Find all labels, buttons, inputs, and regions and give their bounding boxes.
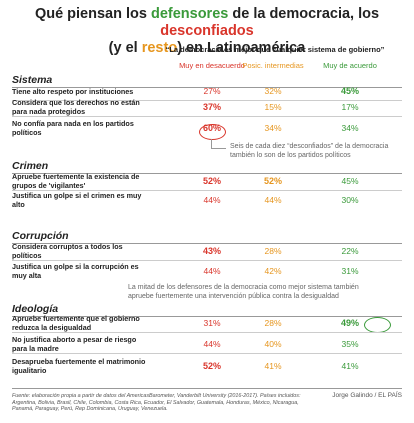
divider bbox=[12, 100, 402, 101]
value-cell: 44% bbox=[203, 195, 221, 205]
value-cell: 17% bbox=[341, 102, 359, 112]
value-cell: 45% bbox=[340, 86, 359, 96]
section-heading: Crimen bbox=[12, 160, 49, 172]
section-heading: Ideología bbox=[12, 303, 59, 315]
row-label: No confía para nada en los partidos polí… bbox=[12, 119, 134, 137]
value-cell: 42% bbox=[264, 266, 282, 276]
value-cell: 37% bbox=[202, 102, 221, 112]
row-label: Justifica un golpe si el crimen es muy a… bbox=[12, 191, 142, 209]
value-cell: 44% bbox=[203, 266, 221, 276]
value-cell: 31% bbox=[203, 318, 221, 328]
title-part: defensores bbox=[150, 6, 229, 22]
title-part: de la democracia, los bbox=[228, 6, 380, 22]
divider bbox=[12, 388, 402, 389]
value-cell: 31% bbox=[341, 266, 359, 276]
value-cell: 52% bbox=[202, 361, 221, 371]
title-part: ) en Latinoamérica bbox=[177, 40, 306, 56]
value-cell: 49% bbox=[340, 318, 359, 328]
row-label: Justifica un golpe si la corrupción es m… bbox=[12, 262, 139, 280]
divider bbox=[12, 190, 402, 191]
value-cell: 43% bbox=[202, 246, 221, 256]
row-label: Considera que los derechos no están para… bbox=[12, 98, 140, 116]
section-heading: Corrupción bbox=[12, 230, 69, 242]
value-cell: 30% bbox=[341, 195, 359, 205]
value-cell: 44% bbox=[203, 339, 221, 349]
divider bbox=[12, 353, 402, 354]
value-cell: 35% bbox=[341, 339, 359, 349]
column-header: Muy de acuerdo bbox=[323, 61, 377, 70]
connector bbox=[211, 139, 212, 148]
value-cell: 28% bbox=[264, 318, 282, 328]
annotation: La mitad de los defensores de la democra… bbox=[128, 284, 359, 300]
value-cell: 15% bbox=[264, 102, 282, 112]
value-cell: 34% bbox=[341, 123, 359, 133]
credit: Jorge Galindo / EL PAÍS bbox=[332, 392, 402, 399]
value-cell: 34% bbox=[264, 123, 282, 133]
title: Qué piensan los defensores de la democra… bbox=[10, 6, 404, 57]
row-label: Apruebe fuertemente la existencia de gru… bbox=[12, 172, 140, 190]
value-cell: 22% bbox=[341, 246, 359, 256]
row-label: Desaprueba fuertemente el matrimonio igu… bbox=[12, 357, 146, 375]
divider bbox=[12, 173, 402, 174]
source-note: Fuente: elaboración propia a partir de d… bbox=[12, 393, 301, 413]
column-header: Muy en desacuerdo bbox=[179, 61, 245, 70]
title-part: desconfiados bbox=[160, 23, 254, 39]
value-cell: 52% bbox=[202, 176, 221, 186]
annotation: Seis de cada diez “desconfiados” de la d… bbox=[230, 143, 389, 159]
divider bbox=[12, 243, 402, 244]
value-cell: 52% bbox=[263, 176, 282, 186]
value-cell: 41% bbox=[341, 361, 359, 371]
value-cell: 45% bbox=[341, 176, 359, 186]
connector bbox=[211, 148, 226, 149]
title-part: (y el bbox=[108, 40, 142, 56]
column-header: Posic. intermedias bbox=[242, 61, 304, 70]
divider bbox=[12, 332, 402, 333]
divider bbox=[12, 260, 402, 261]
title-part: Qué piensan los bbox=[34, 6, 151, 22]
value-cell: 40% bbox=[264, 339, 282, 349]
title-part: resto bbox=[141, 40, 178, 56]
subtitle: “La democracia es mejor que cualquier si… bbox=[165, 45, 385, 54]
section-heading: Sistema bbox=[12, 74, 53, 86]
value-cell: 28% bbox=[264, 246, 282, 256]
divider bbox=[12, 116, 402, 117]
row-label: Tiene alto respeto por instituciones bbox=[12, 86, 134, 96]
value-cell: 44% bbox=[264, 195, 282, 205]
row-label: No justifica aborto a pesar de riesgo pa… bbox=[12, 335, 137, 353]
divider bbox=[12, 316, 402, 317]
row-label: Considera corruptos a todos los político… bbox=[12, 242, 123, 260]
divider bbox=[12, 87, 402, 88]
value-cell: 41% bbox=[264, 361, 282, 371]
highlight-ring bbox=[199, 124, 226, 140]
value-cell: 32% bbox=[264, 86, 282, 96]
value-cell: 27% bbox=[203, 86, 221, 96]
value-cell: 60% bbox=[202, 123, 221, 133]
row-label: Apruebe fuertemente que el gobierno redu… bbox=[12, 314, 140, 332]
